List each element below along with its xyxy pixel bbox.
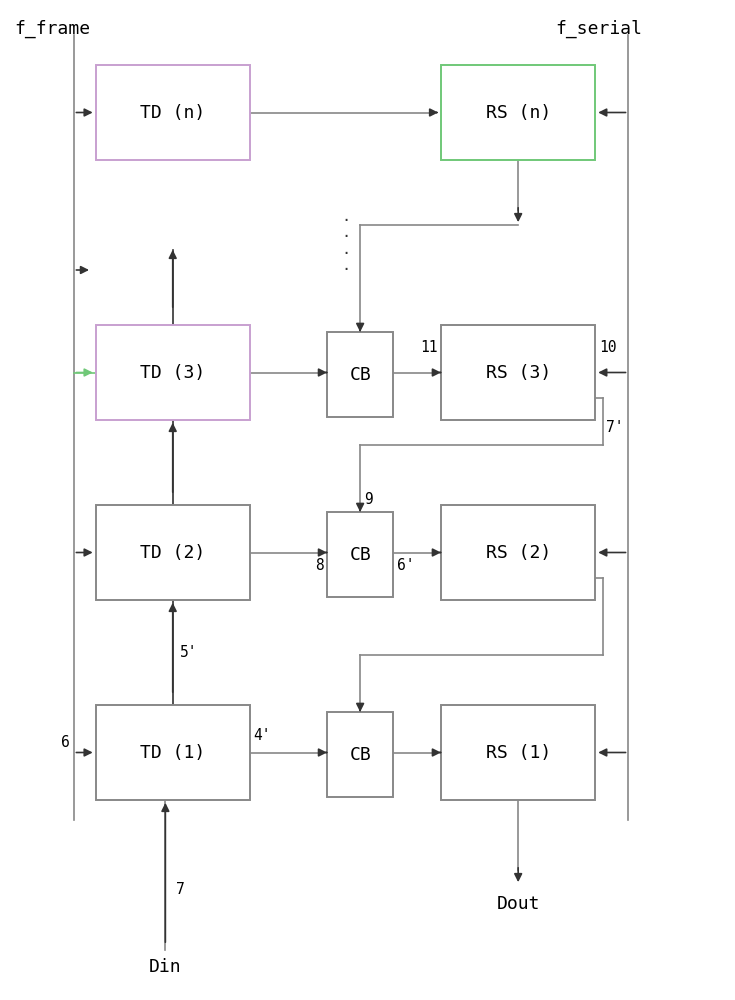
Text: Dout: Dout xyxy=(496,895,540,913)
Text: 6': 6' xyxy=(397,558,415,572)
Text: 9: 9 xyxy=(364,492,373,507)
FancyBboxPatch shape xyxy=(327,332,393,417)
Text: 6: 6 xyxy=(61,735,70,750)
FancyBboxPatch shape xyxy=(96,505,250,600)
Text: 5': 5' xyxy=(180,645,198,660)
FancyBboxPatch shape xyxy=(327,712,393,797)
Text: CB: CB xyxy=(349,546,371,564)
FancyBboxPatch shape xyxy=(96,65,250,160)
Text: TD (n): TD (n) xyxy=(140,104,205,121)
Text: ·
·
·
·: · · · · xyxy=(341,213,350,277)
Text: TD (3): TD (3) xyxy=(140,363,205,381)
Text: Din: Din xyxy=(149,958,182,976)
Text: 4': 4' xyxy=(254,728,271,742)
FancyBboxPatch shape xyxy=(441,505,595,600)
Text: RS (n): RS (n) xyxy=(486,104,551,121)
Text: RS (2): RS (2) xyxy=(486,544,551,562)
Text: CB: CB xyxy=(349,365,371,383)
Text: RS (3): RS (3) xyxy=(486,363,551,381)
Text: 7': 7' xyxy=(606,420,624,435)
Text: f_frame: f_frame xyxy=(15,20,91,38)
Text: CB: CB xyxy=(349,745,371,764)
Text: TD (2): TD (2) xyxy=(140,544,205,562)
FancyBboxPatch shape xyxy=(441,705,595,800)
Text: RS (1): RS (1) xyxy=(486,744,551,762)
Text: 10: 10 xyxy=(599,340,617,355)
FancyBboxPatch shape xyxy=(96,325,250,420)
FancyBboxPatch shape xyxy=(327,512,393,597)
Text: f_serial: f_serial xyxy=(555,20,642,38)
FancyBboxPatch shape xyxy=(441,65,595,160)
Text: 11: 11 xyxy=(420,340,437,355)
FancyBboxPatch shape xyxy=(441,325,595,420)
Text: 7: 7 xyxy=(176,882,185,898)
FancyBboxPatch shape xyxy=(96,705,250,800)
Text: TD (1): TD (1) xyxy=(140,744,205,762)
Text: 8: 8 xyxy=(315,558,323,572)
